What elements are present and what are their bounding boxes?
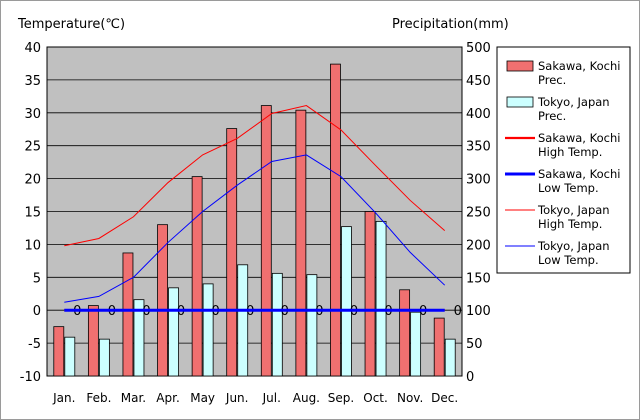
line-tokyo-low [64, 154, 446, 303]
bar-sakawa-prec [122, 252, 134, 377]
month-label: Aug. [293, 391, 320, 405]
left-tick-label: -10 [20, 370, 41, 385]
legend-label: Sakawa, Kochi [538, 167, 620, 181]
bar-tokyo-prec [271, 272, 283, 377]
right-tick-label: 0 [466, 370, 474, 385]
bar-sakawa-prec [87, 305, 99, 377]
bar-sakawa-prec [364, 211, 376, 377]
bar-sakawa-prec [330, 63, 341, 377]
legend-label: Prec. [538, 73, 566, 87]
right-tick-label: 350 [466, 140, 491, 155]
left-tick-label: 35 [24, 74, 41, 89]
bar-sakawa-prec [53, 326, 65, 377]
bar-tokyo-prec [410, 311, 422, 377]
left-tick-label: 40 [24, 41, 41, 56]
right-tick-label: 500 [466, 41, 491, 56]
legend-label: Tokyo, Japan [537, 203, 610, 217]
legend-label: Tokyo, Japan [537, 239, 610, 253]
legend-swatch [506, 96, 534, 108]
left-tick-label: 20 [24, 173, 41, 188]
right-tick-label: 150 [466, 271, 491, 286]
month-label: Oct. [363, 391, 388, 405]
bar-tokyo-prec [168, 287, 179, 377]
left-tick-label: 5 [33, 271, 41, 286]
legend-label: Sakawa, Kochi [538, 131, 620, 145]
line-tokyo-high [64, 105, 446, 247]
bar-tokyo-prec [341, 226, 352, 377]
legend-label: Prec. [538, 109, 566, 123]
legend-label: Sakawa, Kochi [538, 59, 620, 73]
bar-sakawa-prec [260, 105, 272, 377]
month-label: May [190, 391, 215, 405]
right-tick-label: 450 [466, 74, 491, 89]
bar-tokyo-prec [64, 336, 76, 377]
bar-sakawa-prec [433, 317, 445, 377]
legend-label: High Temp. [538, 217, 602, 231]
right-tick-label: 300 [466, 173, 491, 188]
bar-tokyo-prec [202, 283, 214, 377]
left-tick-label: -5 [28, 337, 41, 352]
right-axis-label: Precipitation(mm) [392, 17, 509, 32]
month-label: Jul. [262, 391, 281, 405]
right-tick-label: 250 [466, 206, 491, 221]
bar-sakawa-prec [157, 224, 168, 377]
month-label: Nov. [397, 391, 423, 405]
bar-sakawa-prec [191, 176, 203, 377]
left-tick-label: 25 [24, 140, 41, 155]
bar-tokyo-prec [375, 220, 387, 377]
left-axis-label: Temperature(℃) [17, 17, 125, 32]
right-tick-label: 200 [466, 238, 491, 253]
legend-label: Tokyo, Japan [537, 95, 610, 109]
right-tick-label: 400 [466, 107, 491, 122]
bar-series [53, 63, 456, 377]
left-tick-label: 0 [33, 304, 41, 319]
month-label: Jun. [225, 391, 249, 405]
legend-label: Low Temp. [538, 253, 599, 267]
legend-label: High Temp. [538, 145, 602, 159]
right-tick-label: 100 [466, 304, 491, 319]
bar-sakawa-prec [399, 289, 411, 377]
bar-sakawa-prec [226, 128, 238, 377]
left-tick-label: 10 [24, 238, 41, 253]
bar-tokyo-prec [237, 264, 249, 377]
month-label: Apr. [156, 391, 179, 405]
month-label: Jan. [52, 391, 75, 405]
legend-label: Low Temp. [538, 181, 599, 195]
month-label: Dec. [431, 391, 458, 405]
right-tick-label: 50 [466, 337, 483, 352]
point-value-label: 0 [454, 304, 462, 319]
left-tick-label: 15 [24, 206, 41, 221]
bar-tokyo-prec [306, 274, 318, 377]
month-label: Sep. [328, 391, 354, 405]
legend-box [496, 46, 631, 274]
bar-sakawa-prec [295, 109, 307, 377]
bar-tokyo-prec [133, 299, 145, 377]
bar-tokyo-prec [98, 338, 110, 377]
month-label: Mar. [121, 391, 146, 405]
legend-swatch [506, 60, 534, 72]
left-tick-label: 30 [24, 107, 41, 122]
month-label: Feb. [86, 391, 111, 405]
bar-tokyo-prec [444, 338, 456, 377]
